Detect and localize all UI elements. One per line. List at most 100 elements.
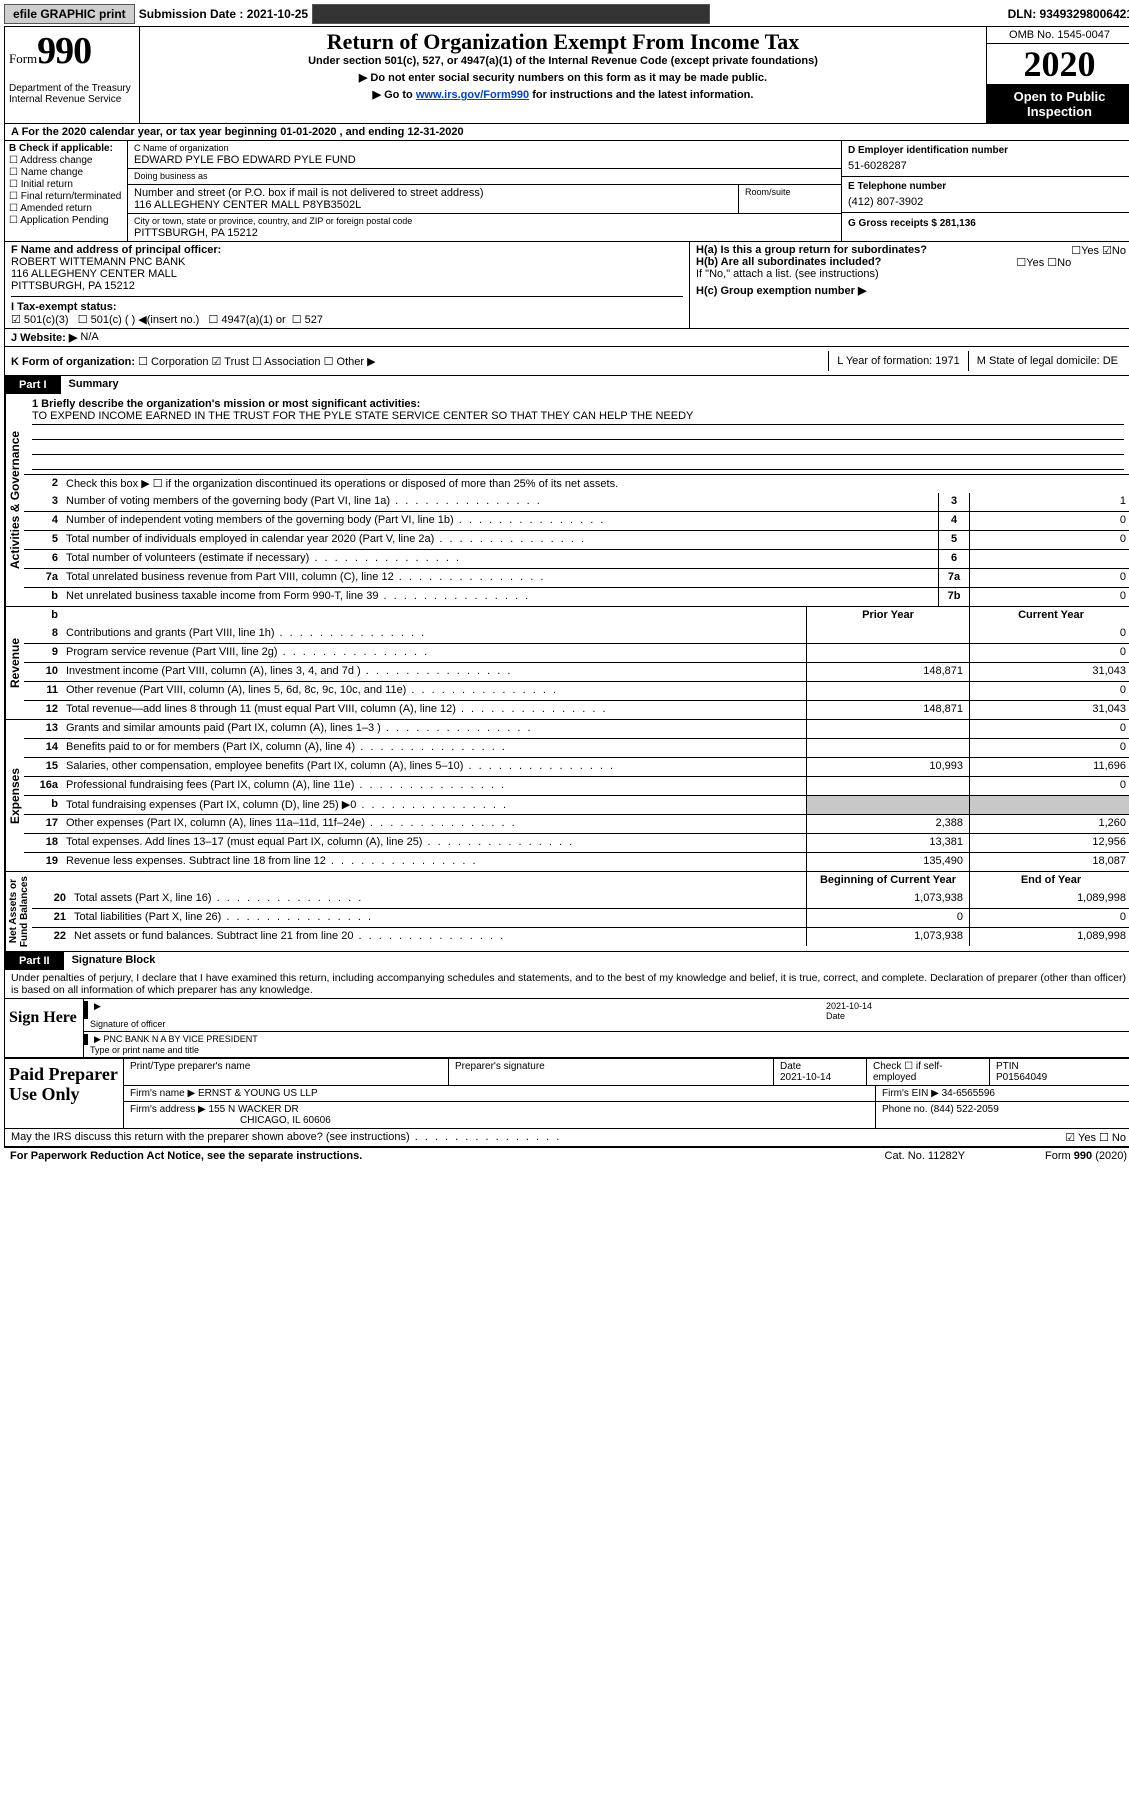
table-row: bNet unrelated business taxable income f… (24, 587, 1129, 606)
k-label: K Form of organization: (11, 356, 135, 368)
header-center: Return of Organization Exempt From Incom… (140, 27, 986, 123)
table-row: 11Other revenue (Part VIII, column (A), … (24, 681, 1129, 700)
mission-blank3 (32, 455, 1124, 470)
sig-date-label: Date (826, 1011, 1126, 1021)
may-discuss-row: May the IRS discuss this return with the… (5, 1129, 1129, 1147)
prep-sig-label: Preparer's signature (449, 1059, 774, 1085)
table-row: 3Number of voting members of the governi… (24, 493, 1129, 511)
row-j: J Website: ▶ N/A (5, 329, 1129, 347)
paid-preparer-table: Paid Preparer Use Only Print/Type prepar… (5, 1058, 1129, 1129)
d-ein-label: D Employer identification number (848, 145, 1126, 156)
efile-button[interactable]: efile GRAPHIC print (4, 4, 135, 24)
l-year: L Year of formation: 1971 (828, 351, 968, 371)
room-suite: Room/suite (739, 185, 841, 213)
cat-no: Cat. No. 11282Y (885, 1150, 966, 1162)
table-row: 6Total number of volunteers (estimate if… (24, 549, 1129, 568)
b-label: B Check if applicable: (9, 143, 123, 154)
table-row: 13Grants and similar amounts paid (Part … (24, 720, 1129, 738)
pra-notice: For Paperwork Reduction Act Notice, see … (10, 1150, 885, 1162)
line2-desc: Check this box ▶ ☐ if the organization d… (62, 475, 1129, 493)
chk-amended[interactable]: ☐ Amended return (9, 203, 123, 214)
expenses-block: Expenses 13Grants and similar amounts pa… (5, 720, 1129, 872)
table-row: 4Number of independent voting members of… (24, 511, 1129, 530)
col-deg: D Employer identification number 51-6028… (841, 141, 1129, 241)
ha-answer[interactable]: ☐Yes ☑No (1071, 244, 1126, 257)
table-row: 10Investment income (Part VIII, column (… (24, 662, 1129, 681)
chk-application-pending[interactable]: ☐ Application Pending (9, 215, 123, 226)
i-opt2[interactable]: ☐ 501(c) ( ) ◀(insert no.) (78, 314, 200, 326)
table-row: 15Salaries, other compensation, employee… (24, 757, 1129, 776)
form-title: Return of Organization Exempt From Incom… (148, 29, 978, 55)
table-row: 8Contributions and grants (Part VIII, li… (24, 625, 1129, 643)
i-opt3[interactable]: ☐ 4947(a)(1) or (209, 314, 286, 326)
i-opt4[interactable]: ☐ 527 (292, 314, 323, 326)
instr2-prefix: ▶ Go to (373, 89, 416, 101)
prep-self-employed[interactable]: Check ☐ if self-employed (867, 1059, 990, 1085)
ha-label: H(a) Is this a group return for subordin… (696, 244, 927, 256)
header-block: Form990 Department of the Treasury Inter… (5, 27, 1129, 124)
f-label: F Name and address of principal officer: (11, 244, 683, 256)
chk-address-change[interactable]: ☐ Address change (9, 155, 123, 166)
chk-name-change[interactable]: ☐ Name change (9, 167, 123, 178)
sig-date-value: 2021-10-14 (826, 1001, 1126, 1011)
hb-answer[interactable]: ☐Yes ☐No (1016, 256, 1071, 269)
vtab-revenue: Revenue (5, 607, 24, 719)
table-row: 7aTotal unrelated business revenue from … (24, 568, 1129, 587)
hc-label: H(c) Group exemption number ▶ (696, 284, 1126, 297)
part1-header: Part I Summary (5, 376, 1129, 394)
table-row: 20Total assets (Part X, line 16)1,073,93… (32, 890, 1129, 908)
sign-here-row: Sign Here ▶ Signature of officer 2021-10… (5, 998, 1129, 1058)
may-discuss-label: May the IRS discuss this return with the… (11, 1131, 1065, 1144)
i-opt1[interactable]: ☑ 501(c)(3) (11, 314, 69, 326)
part1-title: Summary (61, 376, 1129, 394)
hdr-current: Current Year (969, 607, 1129, 625)
part2-label: Part II (5, 953, 64, 969)
perjury-statement: Under penalties of perjury, I declare th… (5, 970, 1129, 998)
table-row: bTotal fundraising expenses (Part IX, co… (24, 795, 1129, 814)
chk-initial-return[interactable]: ☐ Initial return (9, 179, 123, 190)
k-options[interactable]: ☐ Corporation ☑ Trust ☐ Association ☐ Ot… (138, 356, 375, 368)
table-row: 17Other expenses (Part IX, column (A), l… (24, 814, 1129, 833)
form-frame: Form990 Department of the Treasury Inter… (4, 26, 1129, 1148)
hdr-prior: Prior Year (806, 607, 969, 625)
address: 116 ALLEGHENY CENTER MALL P8YB3502L (134, 199, 732, 211)
mission-blank1 (32, 425, 1124, 440)
hb-label: H(b) Are all subordinates included? (696, 256, 881, 268)
ein-value: 51-6028287 (848, 160, 1126, 172)
e-phone-label: E Telephone number (848, 181, 1126, 192)
j-label: J Website: ▶ (11, 331, 77, 344)
dba-label: Doing business as (134, 171, 835, 181)
row-k: K Form of organization: ☐ Corporation ☑ … (5, 347, 1129, 376)
table-row: 16aProfessional fundraising fees (Part I… (24, 776, 1129, 795)
vtab-net: Net Assets orFund Balances (5, 872, 32, 951)
instruction-2: ▶ Go to www.irs.gov/Form990 for instruct… (148, 88, 978, 101)
firm-name: ERNST & YOUNG US LLP (198, 1088, 318, 1099)
revenue-block: Revenue bPrior YearCurrent Year 8Contrib… (5, 607, 1129, 720)
form990-link[interactable]: www.irs.gov/Form990 (416, 89, 529, 101)
m-state: M State of legal domicile: DE (968, 351, 1126, 371)
redacted-bar (312, 4, 710, 24)
omb-number: OMB No. 1545-0047 (987, 27, 1129, 44)
chk-final-return[interactable]: ☐ Final return/terminated (9, 191, 123, 202)
mission-text: TO EXPEND INCOME EARNED IN THE TRUST FOR… (32, 410, 1124, 425)
instruction-1: ▶ Do not enter social security numbers o… (148, 71, 978, 84)
may-discuss-answer[interactable]: ☑ Yes ☐ No (1065, 1131, 1126, 1144)
form-version: Form 990 (2020) (1045, 1150, 1127, 1162)
sig-officer-label: Signature of officer (90, 1019, 814, 1029)
part1-label: Part I (5, 377, 61, 393)
i-label: I Tax-exempt status: (11, 301, 117, 313)
table-row: 19Revenue less expenses. Subtract line 1… (24, 852, 1129, 871)
sign-here-label: Sign Here (5, 999, 83, 1057)
table-row: 14Benefits paid to or for members (Part … (24, 738, 1129, 757)
firm-ein-label: Firm's EIN ▶ (882, 1088, 939, 1099)
vtab-governance: Activities & Governance (5, 394, 24, 606)
table-row: 21Total liabilities (Part X, line 26)00 (32, 908, 1129, 927)
city-label: City or town, state or province, country… (134, 216, 835, 226)
form-number: 990 (37, 30, 91, 72)
table-row: 22Net assets or fund balances. Subtract … (32, 927, 1129, 946)
mission-blank2 (32, 440, 1124, 455)
firm-phone-label: Phone no. (882, 1104, 928, 1115)
col-c-org: C Name of organization EDWARD PYLE FBO E… (128, 141, 841, 241)
open-public-badge: Open to Public Inspection (987, 85, 1129, 123)
department: Department of the Treasury Internal Reve… (9, 83, 135, 105)
